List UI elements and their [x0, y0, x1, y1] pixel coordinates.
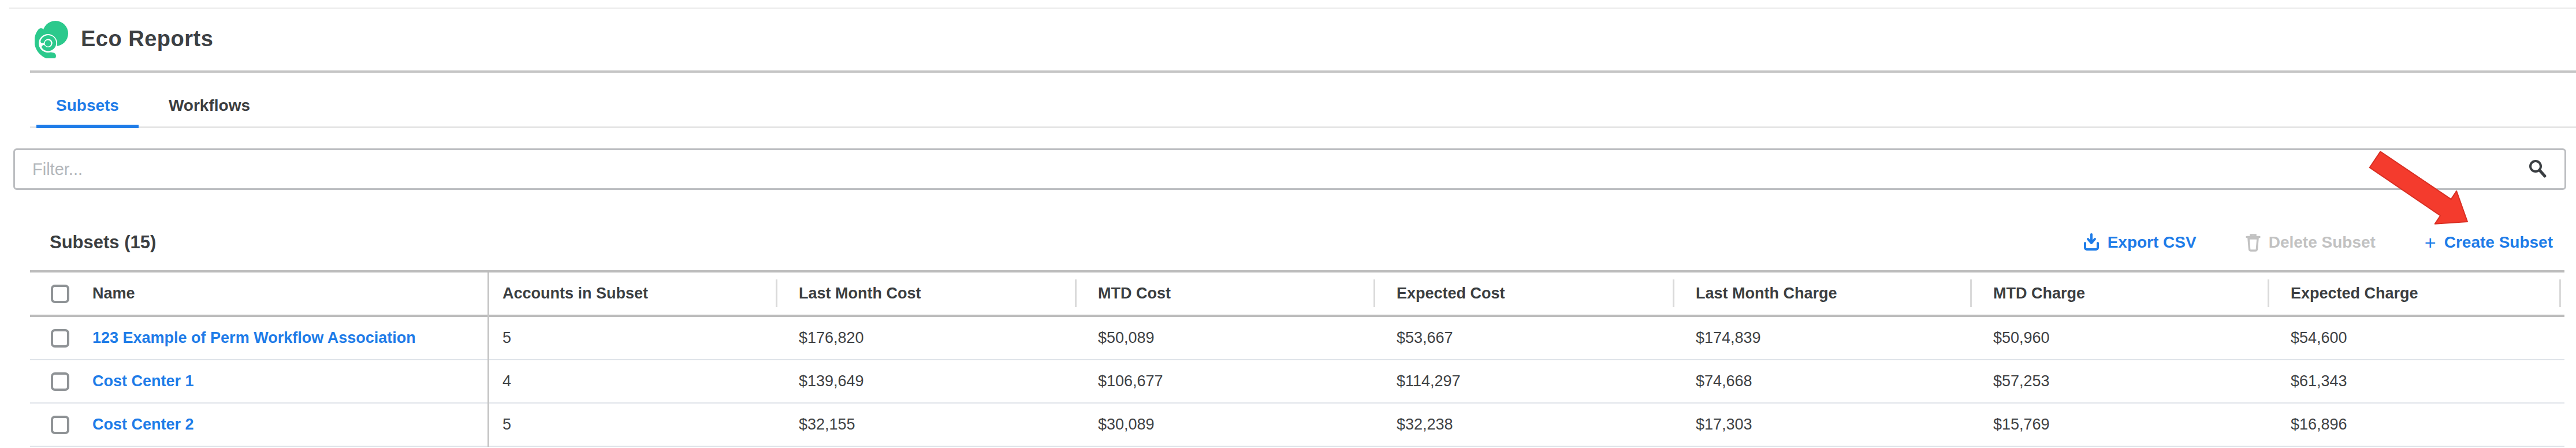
create-subset-button[interactable]: + Create Subset	[2425, 233, 2553, 252]
delete-subset-label: Delete Subset	[2269, 233, 2376, 252]
row-name-cell: 123 Example of Perm Workflow Association	[30, 317, 489, 359]
table-header-row: Name Accounts in Subset Last Month Cost …	[30, 272, 2564, 317]
export-csv-label: Export CSV	[2108, 233, 2197, 252]
expected-cost-cell: $32,238	[1373, 404, 1673, 446]
export-csv-button[interactable]: Export CSV	[2083, 233, 2197, 252]
expected-charge-cell: $61,343	[2268, 360, 2564, 402]
last-month-cost-cell: $176,820	[776, 317, 1075, 359]
header-cell-mtd-cost: MTD Cost	[1075, 272, 1373, 315]
mtd-charge-cell: $57,253	[1970, 360, 2268, 402]
expected-cost-cell: $53,667	[1373, 317, 1673, 359]
subset-name-link[interactable]: 123 Example of Perm Workflow Association	[92, 329, 416, 347]
app-header: Eco Reports	[35, 20, 213, 58]
tab-bar: Subsets Workflows	[36, 87, 270, 128]
subset-name-link[interactable]: Cost Center 2	[92, 416, 194, 434]
header-cell-name: Name	[30, 272, 489, 315]
trash-icon	[2246, 233, 2261, 252]
last-month-charge-cell: $17,303	[1673, 404, 1970, 446]
last-month-charge-cell: $74,668	[1673, 360, 1970, 402]
last-month-charge-cell: $174,839	[1673, 317, 1970, 359]
download-icon	[2083, 233, 2099, 252]
column-label: Name	[92, 285, 135, 303]
mtd-charge-cell: $50,960	[1970, 317, 2268, 359]
row-checkbox[interactable]	[51, 329, 69, 348]
accounts-cell: 4	[489, 360, 776, 402]
header-cell-last-month-charge: Last Month Charge	[1673, 272, 1970, 315]
mtd-charge-cell: $15,769	[1970, 404, 2268, 446]
last-month-cost-cell: $139,649	[776, 360, 1075, 402]
mtd-cost-cell: $106,677	[1075, 360, 1373, 402]
accounts-cell: 5	[489, 404, 776, 446]
expected-charge-cell: $16,896	[2268, 404, 2564, 446]
last-month-cost-cell: $32,155	[776, 404, 1075, 446]
filter-input[interactable]	[13, 148, 2566, 190]
top-hairline	[9, 8, 2576, 9]
tabbar-underline	[30, 126, 2576, 128]
row-name-cell: Cost Center 2	[30, 404, 489, 446]
search-icon[interactable]	[2528, 159, 2548, 179]
header-cell-accounts: Accounts in Subset	[489, 272, 776, 315]
tab-subsets[interactable]: Subsets	[36, 87, 139, 128]
actions-toolbar: Export CSV Delete Subset + Create Subset	[2083, 229, 2553, 256]
expected-cost-cell: $114,297	[1373, 360, 1673, 402]
accounts-cell: 5	[489, 317, 776, 359]
eco-reports-page: Eco Reports Subsets Workflows Subsets (1…	[0, 0, 2576, 448]
filter-bar	[13, 148, 2566, 190]
subsets-count-heading: Subsets (15)	[50, 229, 156, 256]
header-cell-expected-cost: Expected Cost	[1373, 272, 1673, 315]
header-cell-mtd-charge: MTD Charge	[1970, 272, 2268, 315]
page-title: Eco Reports	[81, 27, 213, 51]
tab-workflows[interactable]: Workflows	[149, 87, 270, 128]
create-subset-label: Create Subset	[2444, 233, 2553, 252]
header-divider	[30, 70, 2576, 73]
subset-name-link[interactable]: Cost Center 1	[92, 372, 194, 390]
table-row: Cost Center 2 5 $32,155 $30,089 $32,238 …	[30, 404, 2564, 447]
eco-logo-icon	[35, 19, 68, 58]
table-row: Cost Center 1 4 $139,649 $106,677 $114,2…	[30, 360, 2564, 404]
subsets-table: Name Accounts in Subset Last Month Cost …	[30, 270, 2564, 447]
plus-icon: +	[2425, 233, 2436, 252]
row-checkbox[interactable]	[51, 372, 69, 391]
row-checkbox[interactable]	[51, 416, 69, 434]
row-name-cell: Cost Center 1	[30, 360, 489, 402]
table-row: 123 Example of Perm Workflow Association…	[30, 317, 2564, 360]
mtd-cost-cell: $50,089	[1075, 317, 1373, 359]
mtd-cost-cell: $30,089	[1075, 404, 1373, 446]
select-all-checkbox[interactable]	[51, 285, 69, 303]
header-cell-expected-charge: Expected Charge	[2268, 272, 2564, 315]
delete-subset-button[interactable]: Delete Subset	[2246, 233, 2376, 252]
header-cell-last-month-cost: Last Month Cost	[776, 272, 1075, 315]
expected-charge-cell: $54,600	[2268, 317, 2564, 359]
